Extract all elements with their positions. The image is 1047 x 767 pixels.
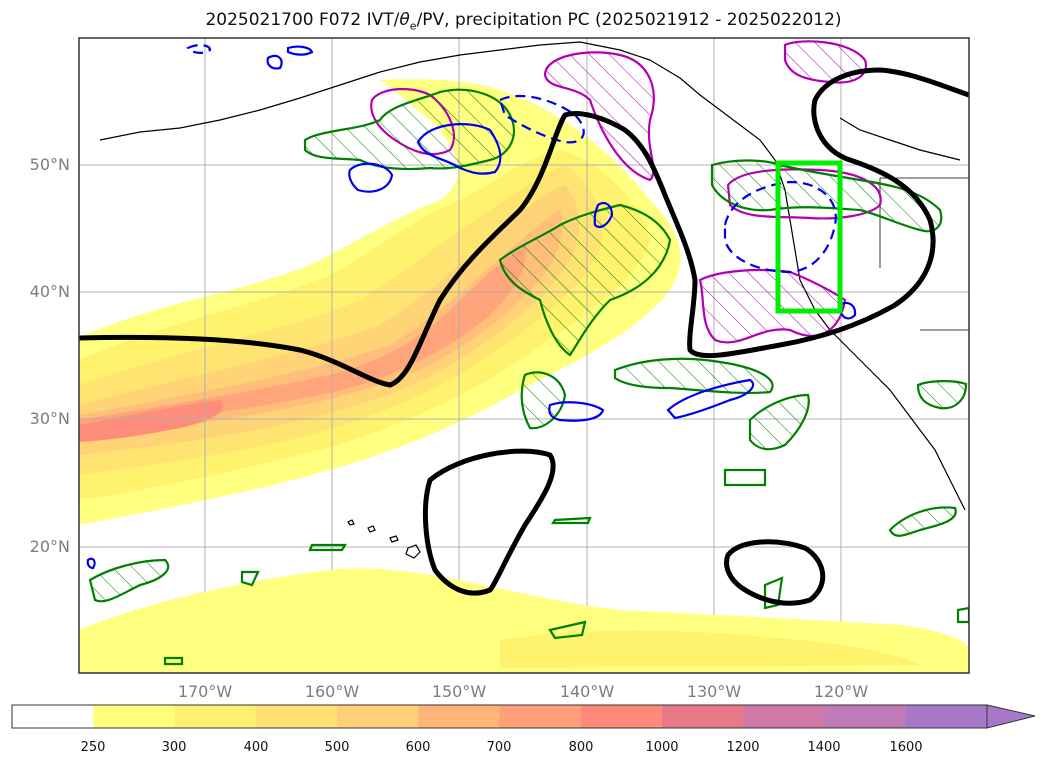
colorbar-tick-1000: 1000 <box>645 740 679 755</box>
colorbar-cells <box>12 705 988 728</box>
pv-area-southwest <box>88 558 170 603</box>
pv-small-3 <box>548 620 587 640</box>
hawaii-oahu <box>367 525 376 533</box>
colorbar-tick-700: 700 <box>486 740 512 755</box>
map-frame <box>78 37 970 674</box>
pv-area-bc <box>710 159 943 233</box>
lat-label-40: 40°N <box>29 282 70 301</box>
pv-area-southeast <box>888 506 957 537</box>
colorbar-extend-arrow <box>986 704 1036 729</box>
hawaii-maui <box>389 535 399 543</box>
pv-small-2 <box>308 543 347 552</box>
pv-neg-9 <box>86 557 96 570</box>
hawaii-big-island <box>405 544 421 559</box>
pv-negative-contours <box>86 45 857 570</box>
colorbar-tick-250: 250 <box>80 740 106 755</box>
lon-label-150w: 150°W <box>431 682 487 701</box>
colorbar-tick-600: 600 <box>405 740 431 755</box>
pv-neg-1 <box>348 162 394 193</box>
pv-area-central <box>498 203 672 357</box>
pv-negative-dashed <box>186 44 837 274</box>
pv-neg-8 <box>838 301 857 320</box>
ivt-band-south-inner <box>500 630 920 668</box>
ivt-band-500 <box>79 185 580 455</box>
pv-neg-dashed-1 <box>498 94 585 144</box>
colorbar-tick-400: 400 <box>243 740 269 755</box>
pv-neg-4 <box>548 401 605 422</box>
lat-label-50: 50°N <box>29 155 70 174</box>
ivt-fill <box>79 79 681 525</box>
lon-label-170w: 170°W <box>177 682 233 701</box>
colorbar-cell <box>174 705 257 728</box>
pv-area-aleutian <box>303 88 515 171</box>
pv-small-4 <box>723 468 767 487</box>
focus-box <box>775 160 843 314</box>
colorbar-cell <box>255 705 338 728</box>
pv-small-6 <box>163 656 184 666</box>
pv-small-5 <box>240 570 260 587</box>
colorbar-cell <box>662 705 744 728</box>
colorbar-tick-1600: 1600 <box>889 740 923 755</box>
colorbar-cell <box>337 705 419 728</box>
pv-neg-dashed-3 <box>186 44 212 54</box>
pv-small-1 <box>550 516 592 525</box>
pv-neg-7 <box>286 45 314 56</box>
colorbar-cell <box>580 705 663 728</box>
colorbar-cell <box>93 705 175 728</box>
theta-e-contours <box>79 67 969 606</box>
coastline-islands <box>839 117 961 161</box>
pv-neg-dashed-2 <box>723 180 837 274</box>
colorbar-frame <box>11 704 988 729</box>
colorbar-cell <box>12 705 94 728</box>
theta-e-main <box>79 67 969 388</box>
colorbar <box>11 704 1036 729</box>
colorbar-cell <box>824 705 907 728</box>
pv-area-east-coast <box>916 380 968 410</box>
theta-e-loop-south <box>422 448 556 596</box>
colorbar-cell <box>499 705 582 728</box>
colorbar-tick-1400: 1400 <box>807 740 841 755</box>
coastline-aleutians <box>99 61 421 141</box>
colorbar-tick-300: 300 <box>161 740 187 755</box>
pv-neg-6 <box>266 54 283 70</box>
pv-positive-contours <box>88 88 969 666</box>
ivt-band-700 <box>79 245 526 434</box>
theta-e-loop-east <box>724 539 826 606</box>
chart-title: 2025021700 F072 IVT/θe/PV, precipitation… <box>205 10 842 33</box>
pv-area-south1 <box>520 371 567 430</box>
colorbar-cell <box>743 705 825 728</box>
colorbar-tick-500: 500 <box>324 740 350 755</box>
colorbar-cell <box>905 705 988 728</box>
lat-label-30: 30°N <box>29 409 70 428</box>
colorbar-tick-1200: 1200 <box>726 740 760 755</box>
pv-neg-2 <box>416 123 502 175</box>
hawaii-kauai <box>347 519 355 526</box>
pv-neg-5 <box>666 378 755 420</box>
pv-area-south2 <box>748 393 810 451</box>
lon-label-140w: 140°W <box>559 682 615 701</box>
pv-neg-3 <box>593 201 614 229</box>
lat-label-20: 20°N <box>29 537 70 556</box>
pv-small-8 <box>956 606 969 624</box>
lon-label-130w: 130°W <box>686 682 742 701</box>
colorbar-cell <box>418 705 500 728</box>
lon-label-160w: 160°W <box>304 682 360 701</box>
lon-label-120w: 120°W <box>813 682 869 701</box>
precip-area-northeast <box>783 40 868 84</box>
hawaii-islands <box>347 519 421 559</box>
colorbar-tick-800: 800 <box>568 740 594 755</box>
ivt-band-800 <box>79 400 224 442</box>
